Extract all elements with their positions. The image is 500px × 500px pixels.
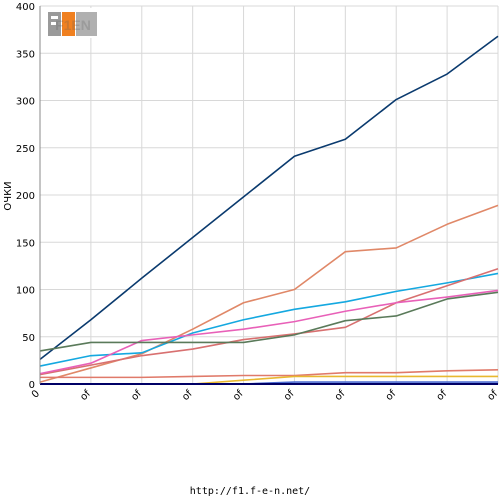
logo: F1EN [47, 8, 99, 38]
x-tick-label: of [180, 388, 195, 403]
x-tick-label: of [435, 388, 450, 403]
y-tick-label: 350 [16, 49, 35, 60]
series-line-6 [39, 291, 499, 352]
footer-url: http://f1.f-e-n.net/ [189, 486, 311, 497]
series-line-7 [40, 369, 499, 379]
y-tick-label: 50 [22, 333, 35, 344]
x-tick-label: of [333, 388, 348, 403]
x-tick-label: of [282, 388, 297, 403]
series-line-1 [39, 35, 499, 361]
y-tick-label: 400 [16, 2, 35, 13]
series-line-5 [39, 289, 499, 375]
y-tick-label: 100 [16, 286, 35, 297]
y-tick-label: 300 [16, 97, 35, 108]
y-tick-label: 150 [16, 238, 35, 249]
series-line-3 [39, 272, 499, 367]
y-axis: 0 50 100 150 200 250 300 350 400 [16, 2, 35, 391]
y-tick-label: 200 [16, 191, 35, 202]
x-axis: 0 of of of of of of of of of [30, 388, 500, 403]
x-tick-label: of [129, 388, 144, 403]
y-tick-label: 250 [16, 144, 35, 155]
x-tick-label: of [384, 388, 399, 403]
x-tick-label: of [486, 388, 500, 403]
series-line-4 [39, 267, 499, 376]
y-tick-label: 0 [29, 380, 35, 391]
x-tick-label: of [78, 388, 93, 403]
y-axis-label: ОЧКИ [3, 181, 14, 210]
x-tick-label: of [231, 388, 246, 403]
x-tick-label: 0 [30, 388, 42, 400]
logo-text: F1EN [55, 17, 91, 33]
